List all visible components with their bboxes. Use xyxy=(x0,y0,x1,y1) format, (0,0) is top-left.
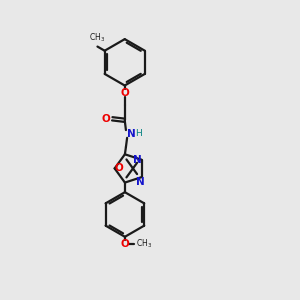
Text: CH$_3$: CH$_3$ xyxy=(136,238,152,250)
Text: O: O xyxy=(102,114,110,124)
Text: CH$_3$: CH$_3$ xyxy=(89,32,106,44)
Text: O: O xyxy=(121,239,129,249)
Text: N: N xyxy=(133,155,142,165)
Text: N: N xyxy=(136,177,144,187)
Text: O: O xyxy=(120,88,129,98)
Text: N: N xyxy=(127,129,136,139)
Text: H: H xyxy=(135,129,142,138)
Text: O: O xyxy=(114,164,123,173)
